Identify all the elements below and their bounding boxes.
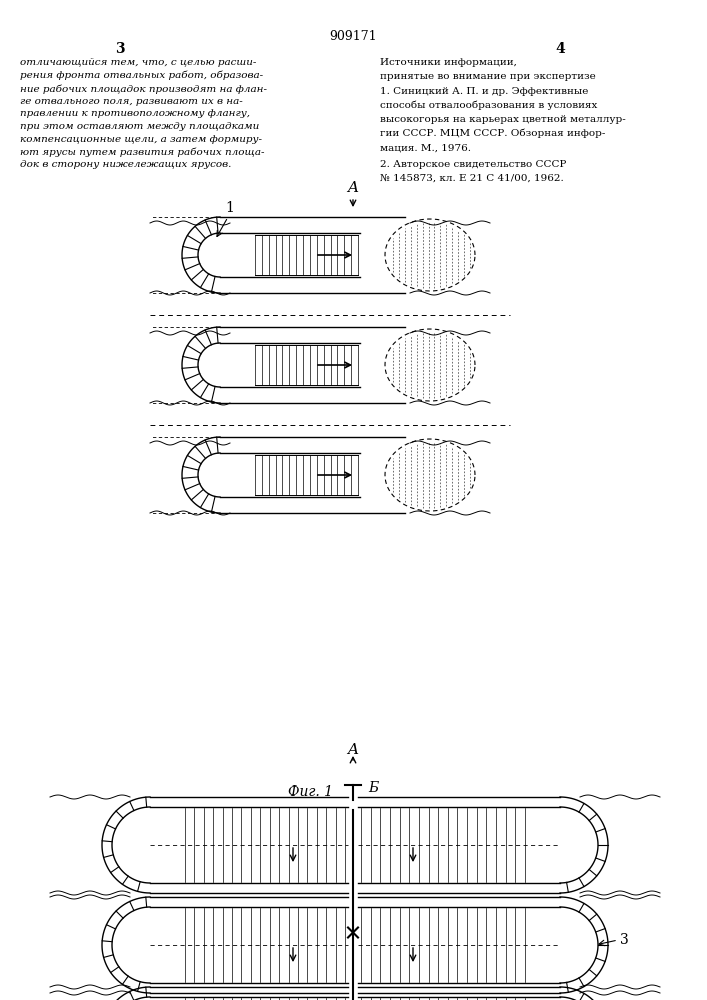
Text: отличающийся тем, что, с целью расши-
рения фронта отвальных работ, образова-
ни: отличающийся тем, что, с целью расши- ре… bbox=[20, 58, 267, 169]
Text: гии СССР. МЦМ СССР. Обзорная инфор-: гии СССР. МЦМ СССР. Обзорная инфор- bbox=[380, 129, 605, 138]
Text: 1. Синицкий А. П. и др. Эффективные: 1. Синицкий А. П. и др. Эффективные bbox=[380, 87, 588, 96]
Text: № 145873, кл. Е 21 С 41/00, 1962.: № 145873, кл. Е 21 С 41/00, 1962. bbox=[380, 174, 563, 183]
Text: 1: 1 bbox=[226, 201, 235, 215]
Text: 909171: 909171 bbox=[329, 30, 377, 43]
Text: 3: 3 bbox=[620, 933, 629, 947]
Text: 4: 4 bbox=[555, 42, 565, 56]
Text: Источники информации,: Источники информации, bbox=[380, 58, 517, 67]
Text: A: A bbox=[348, 743, 358, 757]
Text: Б: Б bbox=[368, 781, 378, 795]
Text: высокогорья на карьерах цветной металлур-: высокогорья на карьерах цветной металлур… bbox=[380, 115, 626, 124]
Text: 3: 3 bbox=[115, 42, 125, 56]
Text: принятые во внимание при экспертизе: принятые во внимание при экспертизе bbox=[380, 72, 596, 81]
Text: 2. Авторское свидетельство СССР: 2. Авторское свидетельство СССР bbox=[380, 160, 566, 169]
Text: способы отвалообразования в условиях: способы отвалообразования в условиях bbox=[380, 101, 597, 110]
Text: мация. М., 1976.: мация. М., 1976. bbox=[380, 143, 471, 152]
Text: A: A bbox=[348, 181, 358, 195]
Text: Фиг. 1: Фиг. 1 bbox=[288, 785, 332, 799]
